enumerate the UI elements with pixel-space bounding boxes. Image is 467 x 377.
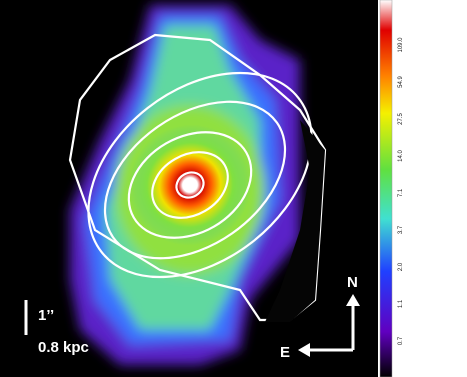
colorbar-tick-label: 0.7 (398, 336, 404, 345)
colorbar-tick-label: 27.5 (398, 113, 404, 125)
colorbar-tick-label: 109.0 (398, 37, 404, 53)
colorbar-tick-label: 3.7 (398, 225, 404, 234)
scale-angular: 1’’ (38, 307, 54, 324)
colorbar-tick-label: 14.0 (398, 150, 404, 162)
dark-region (265, 120, 325, 322)
scale-physical: 0.8 kpc (38, 339, 89, 356)
core (128, 124, 252, 246)
colorbar-labels: 109.0 54.9 27.5 14.0 7.1 3.7 2.0 1.1 0.7 (398, 37, 404, 345)
colorbar-tick-label: 2.0 (398, 262, 404, 271)
colorbar-tick-label: 54.9 (398, 76, 404, 88)
colorbar-tick-label: 7.1 (398, 188, 404, 197)
colorbar-tick-label: 1.1 (398, 299, 404, 308)
compass-north: N (347, 274, 358, 291)
colorbar (379, 0, 393, 377)
contours (68, 33, 327, 322)
compass-arrows (298, 294, 360, 357)
compass-east: E (280, 344, 290, 361)
